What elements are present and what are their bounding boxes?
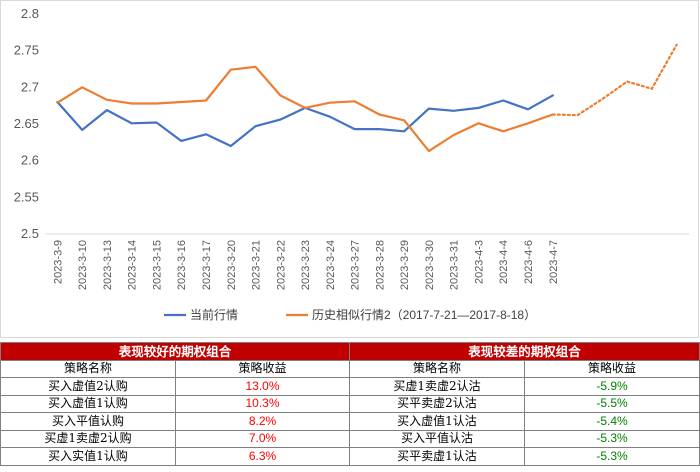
strategy-name: 买入虚值1认沽 — [349, 412, 525, 431]
chart-frame: 2.5 2.55 2.6 2.65 2.7 2.75 2.8 2023-3-9 2023-3-1… — [0, 0, 699, 338]
strategy-return: 7.0% — [174, 429, 351, 448]
y-tick-label: 2.6 — [21, 153, 39, 168]
good-combos-table: 表现较好的期权组合 策略名称 策略收益 买入虚值2认购 13.0% 买入虚值1认购… — [0, 342, 351, 466]
legend-label-0: 当前行情 — [190, 307, 238, 322]
x-tick-label: 2023-4-4 — [498, 240, 510, 284]
bad-table-title: 表现较差的期权组合 — [348, 342, 700, 361]
strategy-name: 买平卖虚2认沽 — [349, 394, 525, 413]
series-line-1 — [56, 65, 554, 153]
strategy-return: 6.3% — [174, 447, 351, 466]
good-table-title: 表现较好的期权组合 — [0, 342, 351, 361]
strategy-name: 买入平值认沽 — [349, 429, 525, 448]
strategy-return: -5.4% — [523, 412, 700, 431]
table-row: 买入平值认购 8.2% — [0, 412, 351, 431]
y-tick-label: 2.7 — [21, 79, 39, 94]
strategy-name: 买入平值认购 — [0, 412, 176, 431]
table-row: 买入虚值1认沽 -5.4% — [349, 412, 700, 431]
x-tick-label: 2023-3-28 — [374, 240, 386, 290]
strategy-return: 13.0% — [174, 377, 351, 396]
table-row: 买入虚值2认购 13.0% — [0, 377, 351, 396]
x-tick-label: 2023-3-9 — [52, 240, 64, 284]
y-tick-label: 2.75 — [14, 43, 39, 58]
strategy-name: 买虚1卖虚2认购 — [0, 429, 176, 448]
x-tick-label: 2023-3-17 — [201, 240, 213, 290]
table-row: 买平卖虚2认沽 -5.5% — [349, 394, 700, 413]
y-tick-label: 2.55 — [14, 189, 39, 204]
x-tick-label: 2023-4-3 — [473, 240, 485, 284]
x-tick-label: 2023-3-30 — [424, 240, 436, 290]
x-tick-label: 2023-3-29 — [399, 240, 411, 290]
strategy-return: -5.3% — [523, 447, 700, 466]
bad-combos-table: 表现较差的期权组合 策略名称 策略收益 买虚1卖虚2认沽 -5.9% 买平卖虚2认… — [348, 342, 700, 466]
x-tick-label: 2023-3-22 — [275, 240, 287, 290]
strategy-name: 买入虚值1认购 — [0, 394, 176, 413]
x-tick-label: 2023-3-20 — [226, 240, 238, 290]
table-row: 买入虚值1认购 10.3% — [0, 394, 351, 413]
x-tick-label: 2023-3-14 — [127, 240, 139, 290]
good-col-return-header: 策略收益 — [174, 359, 351, 378]
legend-label-1: 历史相似行情2（2017-7-21—2017-8-18） — [312, 308, 536, 322]
bad-col-return-header: 策略收益 — [523, 359, 700, 378]
x-tick-label: 2023-4-7 — [548, 240, 560, 284]
table-row: 买平卖虚1认沽 -5.3% — [349, 447, 700, 466]
table-row: 买虚1卖虚2认购 7.0% — [0, 429, 351, 448]
x-tick-label: 2023-3-21 — [251, 240, 263, 290]
table-row: 买虚1卖虚2认沽 -5.9% — [349, 377, 700, 396]
y-tick-label: 2.65 — [14, 116, 39, 131]
line-chart: 2.5 2.55 2.6 2.65 2.7 2.75 2.8 2023-3-9 2023-3-1… — [14, 6, 689, 322]
x-tick-label: 2023-3-31 — [449, 240, 461, 290]
strategy-return: -5.5% — [523, 394, 700, 413]
x-tick-label: 2023-3-16 — [176, 240, 188, 290]
strategy-name: 买入虚值2认购 — [0, 377, 176, 396]
strategy-return: 10.3% — [174, 394, 351, 413]
good-col-name-header: 策略名称 — [0, 359, 176, 378]
strategy-name: 买入实值1认购 — [0, 447, 176, 466]
y-tick-label: 2.5 — [21, 226, 39, 241]
strategy-name: 买平卖虚1认沽 — [349, 447, 525, 466]
x-tick-label: 2023-3-23 — [300, 240, 312, 290]
x-tick-label: 2023-3-13 — [102, 240, 114, 290]
y-tick-label: 2.8 — [21, 6, 39, 21]
strategy-return: -5.3% — [523, 429, 700, 448]
table-row: 买入平值认沽 -5.3% — [349, 429, 700, 448]
x-tick-label: 2023-3-24 — [325, 240, 337, 290]
x-tick-label: 2023-3-10 — [77, 240, 89, 290]
x-tick-label: 2023-3-27 — [350, 240, 362, 290]
x-tick-label: 2023-4-6 — [523, 240, 535, 284]
strategy-return: 8.2% — [174, 412, 351, 431]
x-tick-label: 2023-3-15 — [151, 240, 163, 290]
bad-col-name-header: 策略名称 — [349, 359, 525, 378]
strategy-name: 买虚1卖虚2认沽 — [349, 377, 525, 396]
strategy-return: -5.9% — [523, 377, 700, 396]
table-row: 买入实值1认购 6.3% — [0, 447, 351, 466]
series-projection-1 — [551, 43, 678, 117]
option-tables: 表现较好的期权组合 策略名称 策略收益 买入虚值2认购 13.0% 买入虚值1认购… — [0, 342, 700, 472]
